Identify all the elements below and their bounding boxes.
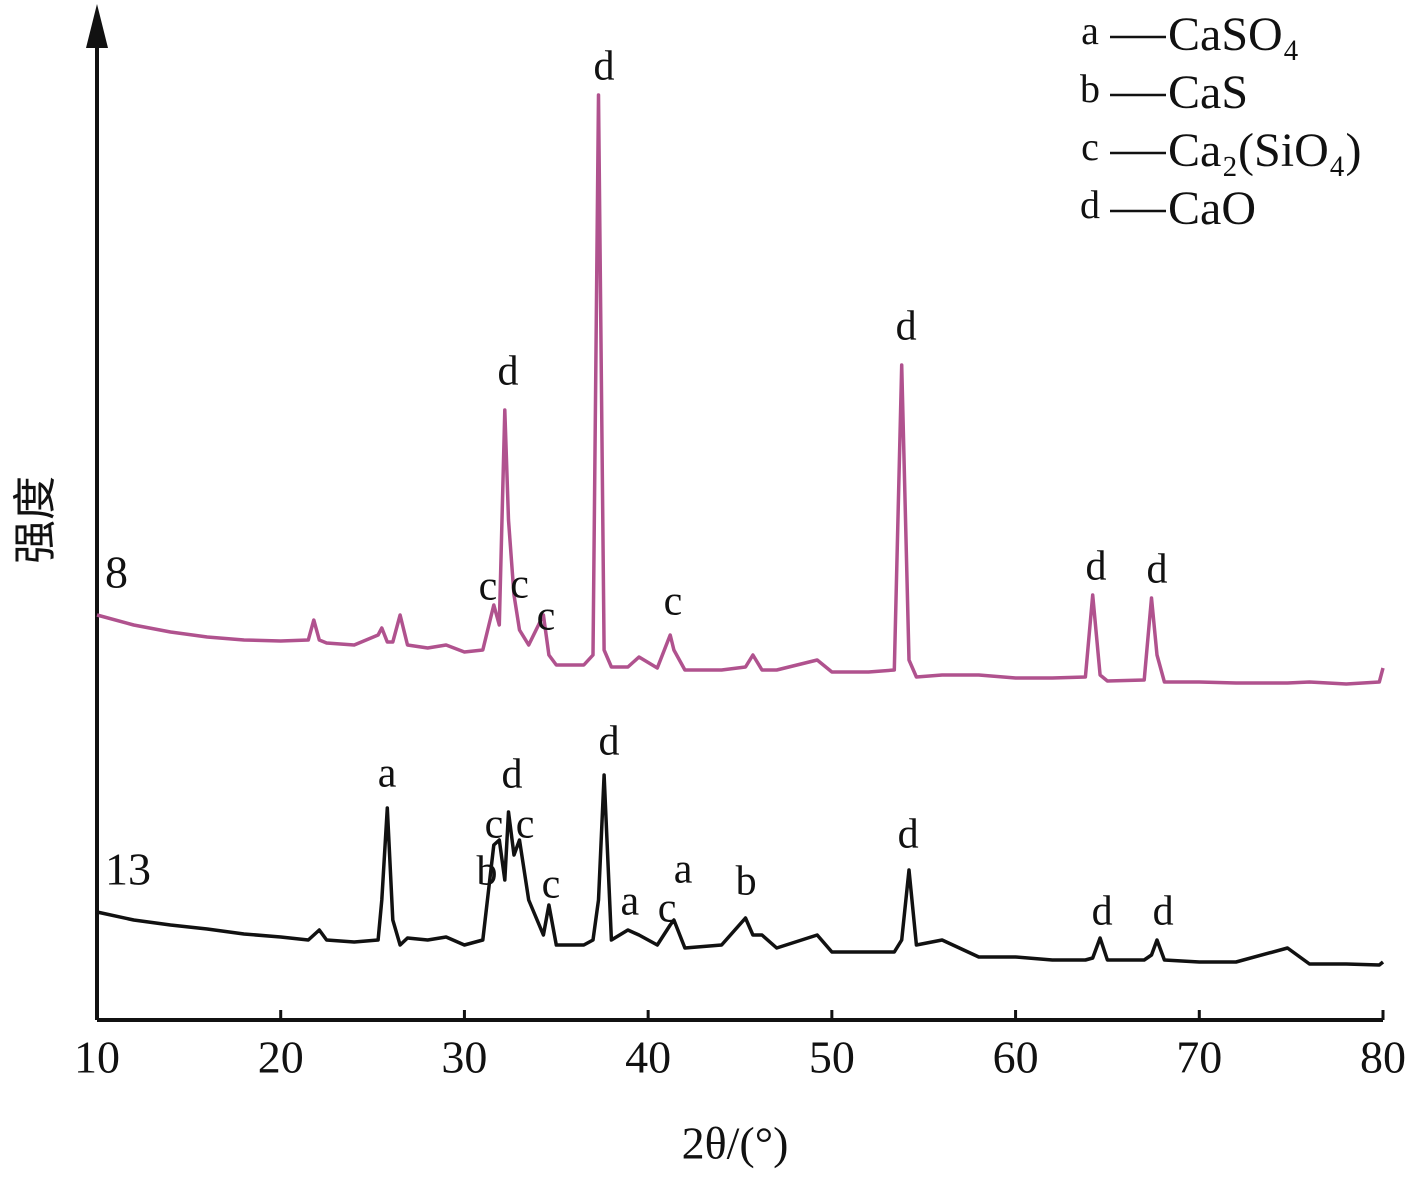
x-tick-label: 10 bbox=[74, 1032, 120, 1083]
peak-label: c bbox=[479, 564, 498, 610]
x-tick-label: 70 bbox=[1176, 1032, 1222, 1083]
x-tick-label: 30 bbox=[441, 1032, 487, 1083]
peak-label: a bbox=[378, 751, 397, 797]
peak-label: d bbox=[1086, 544, 1107, 590]
peak-label: d bbox=[599, 719, 620, 765]
peak-label: d bbox=[1092, 889, 1113, 935]
x-tick-label: 60 bbox=[993, 1032, 1039, 1083]
legend-key: b bbox=[1080, 66, 1100, 111]
peak-label: c bbox=[516, 802, 535, 848]
legend-label: CaO bbox=[1168, 182, 1256, 235]
legend-key: c bbox=[1081, 124, 1099, 169]
legend-label: CaSO₄ bbox=[1168, 8, 1299, 61]
x-tick-label: 20 bbox=[258, 1032, 304, 1083]
peak-label: d bbox=[896, 304, 917, 350]
y-axis-arrow bbox=[86, 4, 108, 48]
x-tick-label: 80 bbox=[1360, 1032, 1406, 1083]
y-axis-label: 强度 bbox=[11, 476, 60, 564]
peak-label: d bbox=[898, 812, 919, 858]
peak-label: c bbox=[542, 862, 561, 908]
x-tick-label: 50 bbox=[809, 1032, 855, 1083]
peak-label: d bbox=[1147, 547, 1168, 593]
peak-label: c bbox=[510, 562, 529, 608]
peak-label: c bbox=[537, 594, 556, 640]
peak-label: d bbox=[1153, 889, 1174, 935]
x-tick-label: 40 bbox=[625, 1032, 671, 1083]
peak-label: c bbox=[658, 886, 677, 932]
series-label: 13 bbox=[105, 844, 151, 895]
peak-label: c bbox=[485, 802, 504, 848]
peak-label: a bbox=[674, 847, 693, 893]
peak-label: b bbox=[477, 849, 498, 895]
legend-key: a bbox=[1081, 8, 1099, 53]
peak-label: b bbox=[736, 859, 757, 905]
series-line bbox=[96, 773, 1385, 967]
series-line bbox=[96, 93, 1385, 686]
legend-label: Ca₂(SiO₄) bbox=[1168, 124, 1361, 177]
legend-label: CaS bbox=[1168, 66, 1248, 119]
peak-label: d bbox=[502, 752, 523, 798]
peak-label: a bbox=[620, 879, 639, 925]
series-label: 8 bbox=[105, 547, 128, 598]
legend-key: d bbox=[1080, 182, 1100, 227]
peak-label: d bbox=[594, 44, 615, 90]
x-axis-label: 2θ/(°) bbox=[682, 1118, 789, 1169]
peak-label: c bbox=[664, 579, 683, 625]
peak-label: d bbox=[497, 349, 518, 395]
